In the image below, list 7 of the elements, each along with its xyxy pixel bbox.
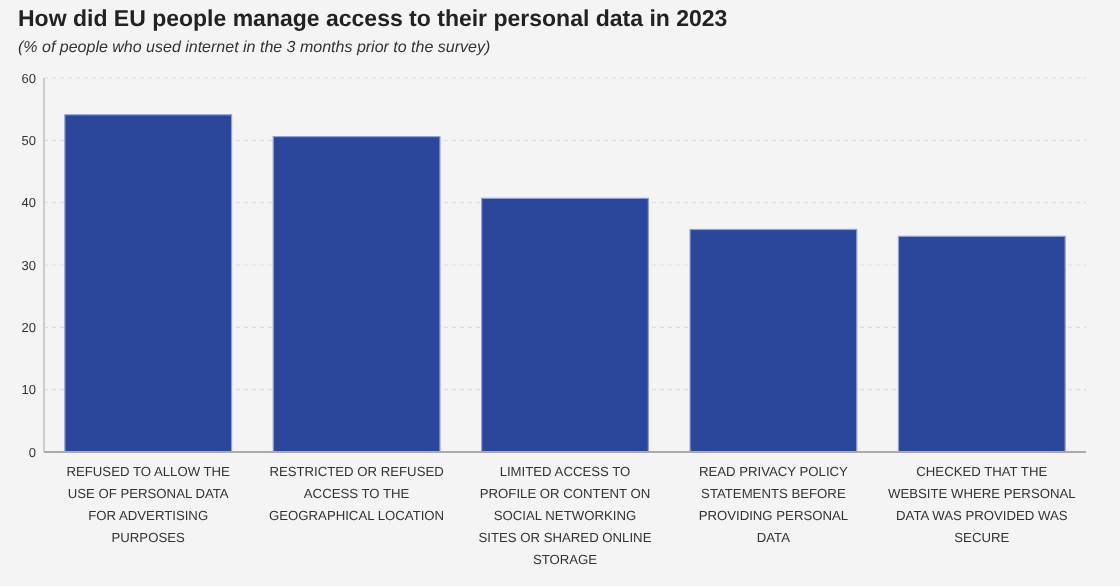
bar [689,228,858,453]
chart-title: How did EU people manage access to their personal data in 2023 [18,8,728,32]
bar [272,135,441,453]
chart-subtitle: (% of people who used internet in the 3 months prior to the survey) [18,38,491,56]
bar [481,197,649,453]
bar [64,114,233,453]
bar [897,235,1066,453]
